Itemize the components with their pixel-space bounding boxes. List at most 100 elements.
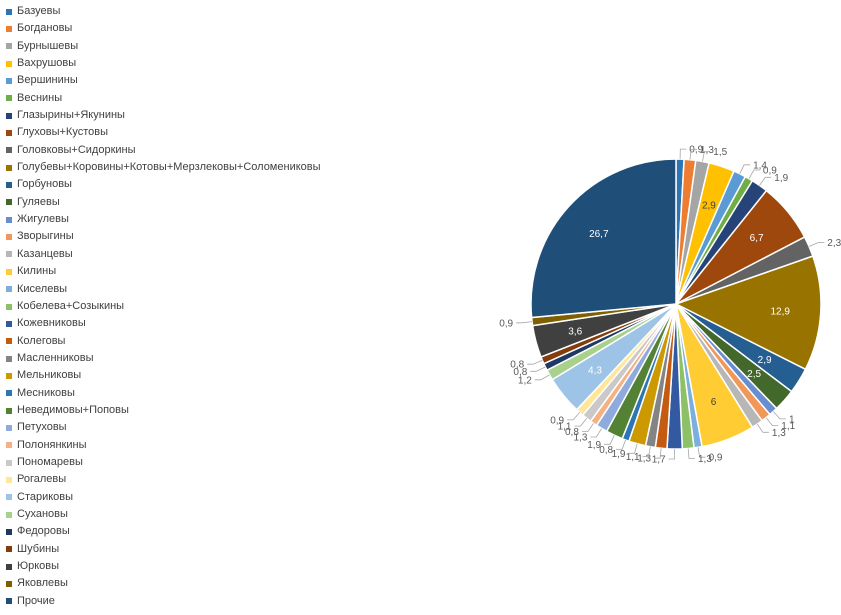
legend-entry: Головковы+Сидоркины [6, 142, 321, 159]
legend-swatch [6, 563, 12, 570]
chart-legend: Базуевы Богдановы Бурнышевы Вахрушовы Вершин… [6, 3, 321, 610]
legend-label: Базуевы [17, 5, 61, 17]
legend-label: Пономаревы [17, 455, 83, 468]
data-label: 6,7 [750, 233, 764, 244]
legend-label: Яковлевы [17, 577, 68, 590]
legend-label: Киселевы [17, 282, 68, 295]
legend-label: Вершинины [17, 74, 78, 87]
legend-entry: Юрковы [6, 558, 321, 575]
legend-entry: Килины [6, 263, 321, 280]
legend-label: Гуляевы [17, 195, 60, 208]
leader-line [689, 149, 697, 160]
legend-label: Прочие [17, 594, 55, 607]
legend-label: Головковы+Сидоркины [17, 143, 136, 156]
leader-line [516, 321, 533, 324]
legend-swatch [6, 251, 12, 258]
legend-swatch [6, 511, 12, 518]
leader-line [765, 417, 779, 426]
legend-swatch [6, 164, 12, 171]
legend-entry: Киселевы [6, 281, 321, 298]
legend-swatch [6, 459, 12, 466]
data-label: 1,5 [713, 147, 727, 158]
legend-swatch [6, 147, 12, 154]
data-label: 1,1 [626, 452, 640, 463]
legend-entry: Масленниковы [6, 350, 321, 367]
legend-swatch [6, 598, 12, 605]
leader-line [527, 359, 543, 365]
leader-line [616, 439, 626, 450]
legend-swatch [6, 78, 12, 85]
legend-swatch [6, 581, 12, 588]
legend-label: Вахрушовы [17, 57, 77, 70]
data-label: 6 [711, 397, 717, 408]
legend-label: Сухановы [17, 507, 68, 520]
legend-label: Веснины [17, 91, 63, 104]
data-label: 1,1 [781, 421, 795, 432]
data-label: 1,3 [700, 145, 714, 156]
legend-swatch [6, 286, 12, 293]
leader-line [668, 449, 675, 460]
legend-swatch [6, 182, 12, 189]
data-label: 0,8 [565, 427, 579, 438]
legend-entry: Кобелева+Созыкины [6, 298, 321, 315]
data-label: 1,1 [558, 422, 572, 433]
leader-line [773, 411, 786, 420]
legend-label: Кобелева+Созыкины [17, 299, 125, 312]
leader-line [759, 176, 772, 186]
data-label: 2,9 [758, 355, 772, 366]
data-label: 1,9 [587, 440, 601, 451]
legend-swatch [6, 8, 12, 15]
legend-swatch [6, 320, 12, 327]
data-label: 0,9 [550, 415, 564, 426]
leader-line [697, 447, 706, 458]
legend-swatch [6, 390, 12, 397]
legend-label: Глазырины+Якунины [17, 109, 125, 122]
legend-swatch [6, 26, 12, 33]
data-label: 1,3 [772, 428, 786, 439]
legend-swatch [6, 372, 12, 379]
legend-swatch [6, 60, 12, 67]
leader-line [642, 446, 651, 458]
leader-line [604, 435, 615, 445]
legend-label: Зворыгины [17, 230, 74, 243]
data-label: 1,7 [652, 455, 666, 466]
legend-entry: Казанцевы [6, 246, 321, 263]
data-label: 0,9 [709, 453, 723, 464]
legend-swatch [6, 303, 12, 310]
leader-line [679, 148, 687, 160]
legend-entry: Колеговы [6, 333, 321, 350]
leader-line [808, 242, 825, 247]
legend-entry: Рогалевы [6, 471, 321, 488]
legend-label: Рогалевы [17, 473, 67, 486]
legend-entry: Базуевы [6, 3, 321, 20]
legend-label: Килины [17, 265, 57, 278]
leader-line [687, 448, 695, 459]
leader-line [739, 164, 751, 174]
data-label: 12,9 [770, 306, 790, 317]
legend-label: Голубевы+Коровины+Котовы+Мерзлековы+Соло… [17, 161, 321, 174]
legend-entry: Глуховы+Кустовы [6, 124, 321, 141]
legend-label: Петуховы [17, 421, 67, 434]
legend-label: Полонянкины [17, 438, 87, 451]
legend-entry: Шубины [6, 541, 321, 558]
legend-entry: Неведимовы+Поповы [6, 402, 321, 419]
data-label: 2,9 [702, 200, 716, 211]
legend-swatch [6, 424, 12, 431]
legend-label: Глуховы+Кустовы [17, 126, 108, 139]
leader-line [574, 417, 588, 427]
legend-label: Масленниковы [17, 351, 94, 364]
legend-entry: Месниковы [6, 385, 321, 402]
legend-swatch [6, 268, 12, 275]
legend-entry: Петуховы [6, 419, 321, 436]
legend-swatch [6, 546, 12, 553]
legend-entry: Жигулевы [6, 211, 321, 228]
data-label: 1,3 [573, 433, 587, 444]
data-label: 2,5 [747, 369, 761, 380]
legend-entry: Вершинины [6, 72, 321, 89]
pie-slice [674, 255, 822, 371]
legend-entry: Прочие [6, 593, 321, 610]
data-label: 0,9 [763, 166, 777, 177]
data-label: 1,3 [637, 454, 651, 465]
legend-label: Стариковы [17, 490, 74, 503]
